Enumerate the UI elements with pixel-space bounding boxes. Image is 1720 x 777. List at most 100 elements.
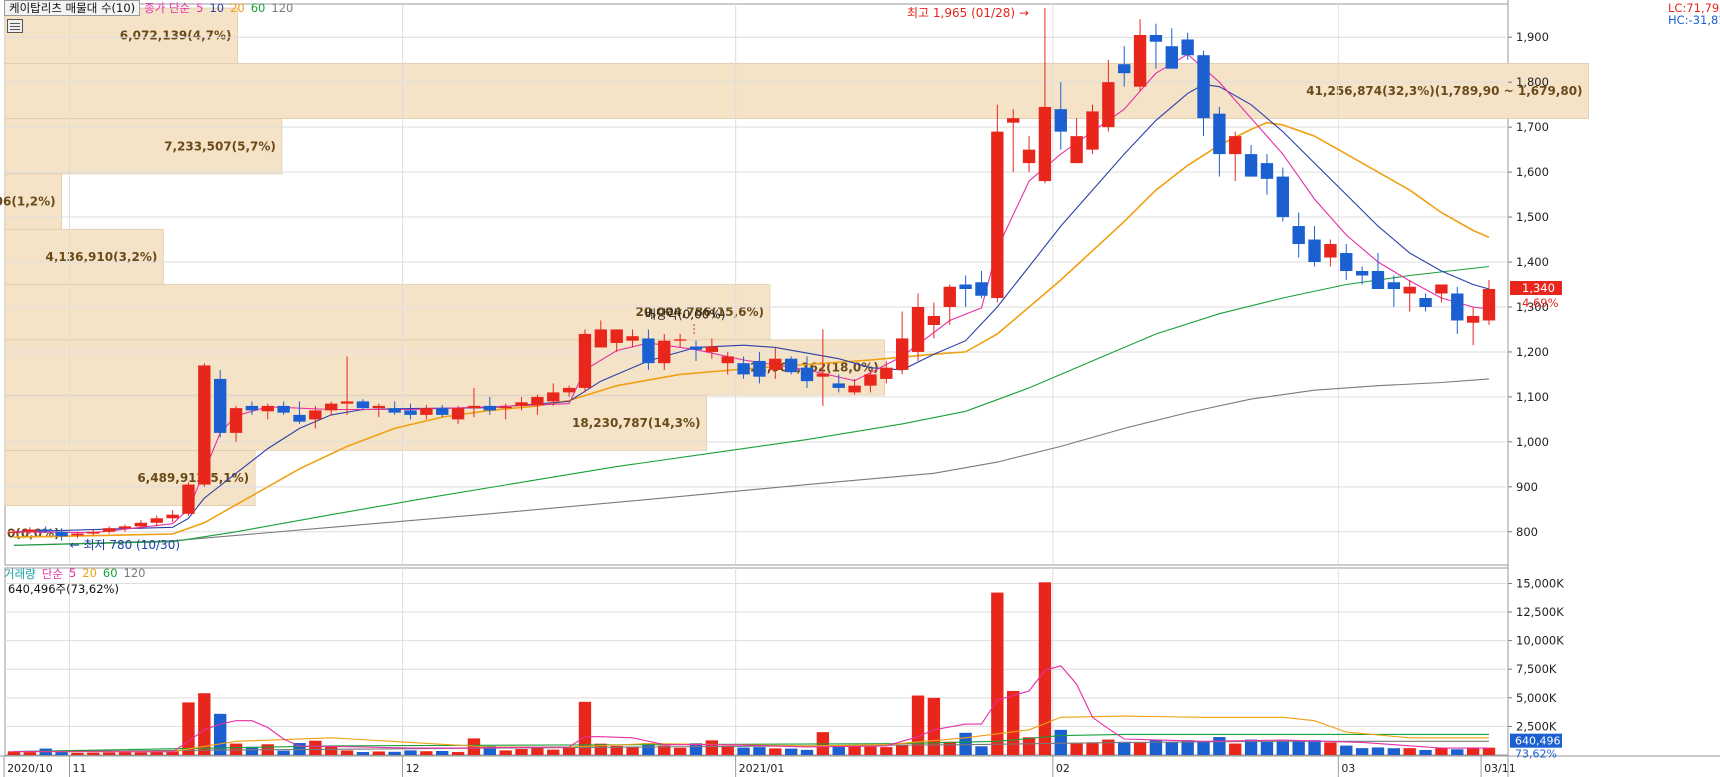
volume-profile-label: 20,004,786(15,6%) [635,305,764,319]
price-tick-label: 1,400 [1516,255,1549,269]
candle-body [1466,315,1480,323]
candle-body [832,383,845,388]
dividend-annotation: 배당락(0,00%) [645,308,726,322]
candle-body [642,338,655,364]
candle-body [166,514,179,519]
indicator-title[interactable]: 케이탑리츠 매물대 수(10) [4,0,141,16]
volume-profile-bar [4,394,707,451]
volume-bar [991,592,1004,755]
price-tick-label: 900 [1516,480,1538,494]
candle-body [340,401,354,404]
volume-tick-label: 10,000K [1516,634,1564,648]
current-volume-pct-label: 73,62% [1515,748,1557,761]
price-panel-legend: 케이탑리츠 매물대 수(10) 종가 단순 5 10 20 60 120 [4,0,299,16]
candle-body [1387,282,1401,289]
candle-body [737,363,750,375]
volume-profile-bar [4,284,771,341]
volume-bar [927,697,941,755]
volume-profile-label: 0(0,0%) [7,526,60,540]
candle-body [23,529,37,532]
candle-body [975,282,988,296]
ma60-label: 60 [250,1,266,15]
volume-bar [372,751,385,755]
candle-body [562,387,576,393]
volume-bar [832,745,845,755]
volume-bar [87,752,100,755]
candle-body [309,410,322,420]
price-tick-label: 1,200 [1516,345,1549,359]
date-label: 03 [1341,762,1355,775]
volume-bar [1086,742,1099,755]
volume-bar [182,702,195,755]
candle-body [451,408,465,420]
volume-ma60-label: 60 [102,566,118,580]
candle-body [515,402,528,406]
candle-body [198,365,211,485]
volume-bar [610,745,623,755]
volume-bar [1466,747,1480,755]
volume-profile-label: 6,072,139(4,7%) [120,29,232,43]
ma60-line [13,265,1490,546]
volume-bar [1197,741,1210,755]
volume-bar [547,749,560,755]
volume-bar [895,744,909,755]
candle-body [102,528,116,532]
volume-tick-label: 15,000K [1516,576,1564,590]
lc-readout: LC:71,79 [1668,1,1719,15]
volume-bar [245,746,259,755]
volume-bar [420,751,433,755]
volume-bar [880,747,893,755]
candle-body [7,531,21,533]
volume-bar [1435,747,1448,755]
date-label: 02 [1056,762,1070,775]
candle-body [1371,271,1385,289]
candle-body [388,408,401,413]
volume-bar [578,701,592,755]
candle-body [895,338,909,370]
candle-body [658,340,671,364]
candle-body [182,484,195,514]
candle-body [927,315,941,325]
candle-body [1213,113,1226,155]
volume-profile-bar [4,7,238,64]
candle-body [1244,154,1258,177]
candle-body [547,392,560,402]
volume-bar [1118,741,1131,755]
ma10-label: 10 [209,1,225,15]
volume-profile-bar [4,173,62,230]
volume-bar [1133,742,1147,755]
candle-body [959,284,972,289]
current-price-tag [1510,280,1562,295]
candle-body [816,373,830,377]
volume-bar [388,751,401,755]
volume-ma120-label: 120 [123,566,146,580]
grid-icon[interactable] [7,19,23,33]
price-tick-label: 1,700 [1516,120,1549,134]
volume-tick-label: 5,000K [1516,691,1557,705]
volume-bar [975,746,988,755]
volume-bar [1054,729,1067,755]
volume-bar [309,740,322,755]
date-label: 03/11 [1484,762,1516,775]
candle-body [1340,253,1353,272]
volume-bar [911,695,925,755]
volume-title: 거래량 [4,567,36,581]
candle-body [150,518,163,523]
volume-bar [784,748,798,755]
volume-bar [515,749,528,755]
volume-bar [673,747,687,755]
candle-body [87,531,100,534]
candle-body [325,403,338,411]
candle-body [229,408,243,433]
candle-body [436,408,449,415]
volume-bar [1340,745,1353,755]
candle-body [911,306,925,352]
vol-ma120-line [13,740,1489,753]
volume-profile-bar [4,118,283,175]
volume-bar [340,750,354,755]
ma20-label: 20 [230,1,245,15]
candle-body [1308,239,1321,263]
volume-bar [451,752,465,755]
candle-body [1007,118,1020,123]
